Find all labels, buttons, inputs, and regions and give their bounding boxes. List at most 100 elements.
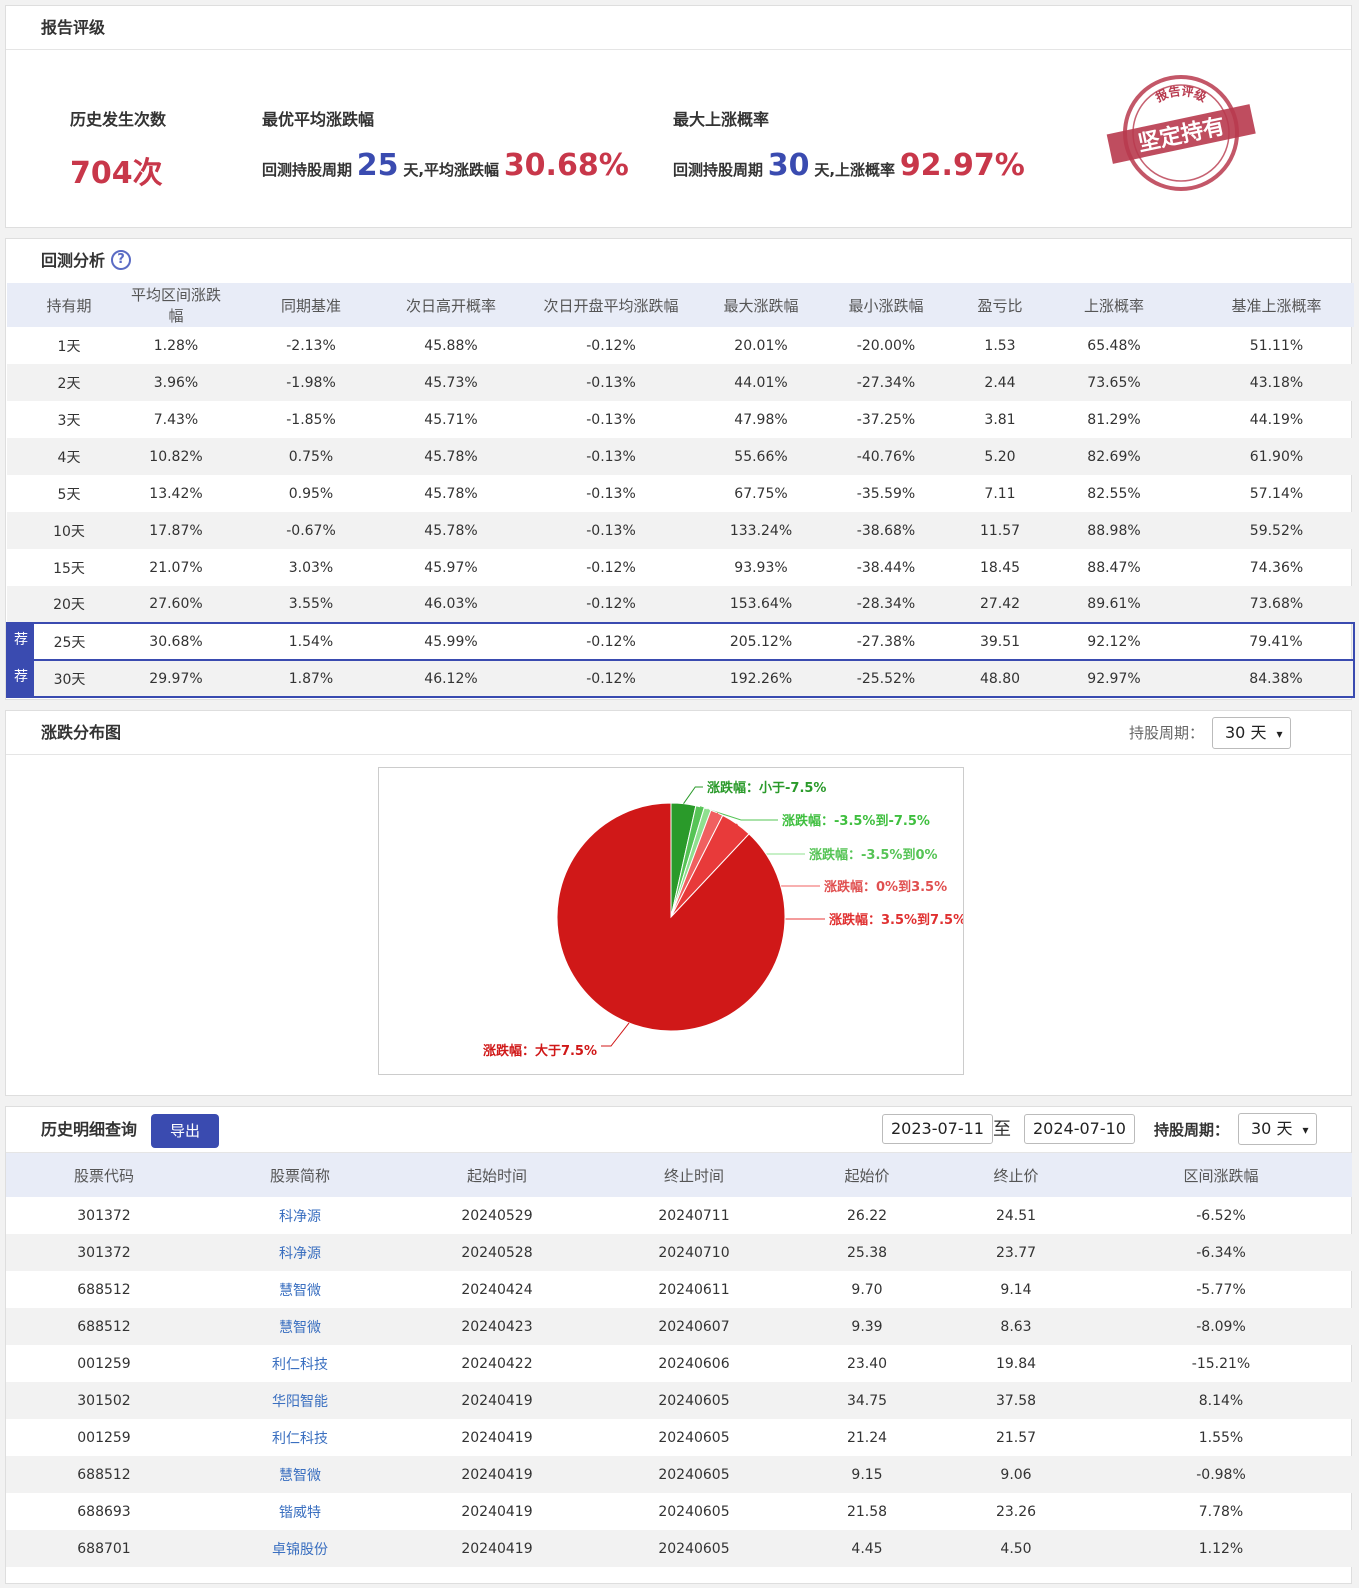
backtest-cell: 205.12% — [721, 622, 801, 661]
history-cell: 001259 — [77, 1355, 131, 1372]
backtest-period: 5天 — [57, 486, 81, 503]
backtest-header-cell: 上涨概率 — [1029, 283, 1199, 327]
history-header-cell: 股票简称 — [202, 1153, 398, 1197]
backtest-row: 3天 7.43% -1.85% 45.71% -0.13% 47.98% -37.25% 3.… — [7, 401, 1354, 438]
distribution-title: 涨跌分布图 — [41, 723, 122, 742]
history-period-select[interactable]: 30 天 ▾ — [1238, 1113, 1318, 1145]
best-avg-label: 最优平均涨跌幅 — [262, 110, 375, 129]
history-cell: -6.34% — [1090, 1234, 1352, 1271]
backtest-cell: -40.76% — [801, 438, 971, 475]
backtest-cell: 51.11% — [1249, 337, 1304, 354]
backtest-header-cell: 次日高开概率 — [401, 283, 501, 327]
backtest-cell: -0.12% — [586, 337, 636, 354]
stock-name-link[interactable]: 锴威特 — [279, 1504, 321, 1521]
backtest-cell: 88.47% — [1087, 559, 1141, 576]
chevron-down-icon: ▾ — [1276, 727, 1283, 741]
history-cell: 688701 — [6, 1530, 202, 1567]
best-avg-value: 30.68% — [503, 148, 629, 183]
backtest-cell: 10.82% — [131, 438, 221, 475]
backtest-cell: 92.12% — [1029, 622, 1199, 661]
backtest-cell: 45.71% — [424, 411, 478, 428]
stock-name-link[interactable]: 科净源 — [279, 1245, 321, 1262]
stock-name-link[interactable]: 华阳智能 — [272, 1393, 328, 1410]
stock-name-link[interactable]: 利仁科技 — [272, 1356, 328, 1373]
stock-name-link[interactable]: 慧智微 — [279, 1467, 321, 1484]
history-cell: 20240605 — [596, 1382, 792, 1419]
history-header: 历史明细查询 导出 2023-07-11 至 2024-07-10 持股周期： … — [6, 1107, 1351, 1153]
date-from-input[interactable]: 2023-07-11 — [882, 1114, 993, 1144]
best-avg-stat: 最优平均涨跌幅 回测持股周期 25 天,平均涨跌幅 30.68% — [262, 106, 629, 183]
backtest-cell: 30.68% — [131, 622, 221, 661]
stock-name-link[interactable]: 慧智微 — [279, 1319, 321, 1336]
distribution-period-value: 30 天 — [1225, 723, 1267, 742]
backtest-cell: 65.48% — [1087, 337, 1141, 354]
history-cell: 20240607 — [596, 1308, 792, 1345]
history-cell: 20240528 — [398, 1234, 596, 1271]
backtest-cell: 17.87% — [131, 512, 221, 549]
backtest-header-cell: 次日开盘平均涨跌幅 — [501, 283, 721, 327]
backtest-cell: 3.55% — [221, 586, 401, 623]
backtest-cell: 45.78% — [424, 485, 478, 502]
history-cell: 20240423 — [398, 1308, 596, 1345]
backtest-period: 2天 — [57, 375, 81, 392]
backtest-row: 荐 30天 29.97% 1.87% 46.12% -0.12% 192.26% -25.52… — [6, 659, 1355, 698]
history-cell: 20240422 — [461, 1355, 533, 1372]
history-cell: 688512 — [6, 1308, 202, 1345]
backtest-row: 荐 25天 30.68% 1.54% 45.99% -0.12% 205.12% -27.38… — [6, 622, 1355, 661]
history-cell: 21.58 — [846, 1503, 888, 1520]
history-cell: 7.78% — [1198, 1503, 1244, 1520]
history-header-cell: 终止价 — [942, 1153, 1090, 1197]
history-cell: 科净源 — [202, 1197, 398, 1234]
date-to-input[interactable]: 2024-07-10 — [1024, 1114, 1135, 1144]
history-cell: 8.63 — [942, 1308, 1090, 1345]
backtest-cell: 55.66% — [721, 438, 801, 475]
history-cell: -5.77% — [1196, 1281, 1246, 1298]
distribution-panel: 涨跌分布图 持股周期： 30 天 ▾ 涨跌幅：小于-7.5% 涨跌幅：-3.5%到-… — [5, 710, 1352, 1096]
pie-label: 涨跌幅：大于7.5% — [482, 1043, 597, 1059]
backtest-cell: -0.67% — [221, 512, 401, 549]
history-table: 股票代码 股票简称 起始时间 终止时间 起始价 终止价 区间涨跌幅 301372 科净源 202… — [6, 1153, 1352, 1567]
backtest-cell: 45.88% — [424, 337, 478, 354]
backtest-cell: 45.73% — [401, 364, 501, 401]
backtest-cell: 67.75% — [734, 485, 788, 502]
backtest-cell: -2.13% — [286, 337, 336, 354]
backtest-period: 10天 — [53, 523, 85, 540]
backtest-period: 15天 — [53, 560, 85, 577]
svg-text:报告评级: 报告评级 — [1153, 83, 1209, 105]
backtest-cell: 45.78% — [401, 438, 501, 475]
history-row: 688512 慧智微 20240424 20240611 9.70 9.14 -5.77% — [6, 1271, 1352, 1308]
backtest-cell: -27.38% — [801, 622, 971, 661]
history-header-cell: 股票代码 — [6, 1153, 202, 1197]
backtest-cell: 0.95% — [288, 485, 334, 502]
backtest-cell: 1.53 — [984, 337, 1016, 354]
backtest-cell: 21.07% — [149, 559, 203, 576]
backtest-period: 25天 — [53, 634, 86, 651]
distribution-period-select[interactable]: 30 天 ▾ — [1212, 717, 1292, 749]
stock-name-link[interactable]: 慧智微 — [279, 1282, 321, 1299]
backtest-cell: 18.45 — [979, 559, 1021, 576]
stock-name-link[interactable]: 卓锦股份 — [272, 1541, 328, 1558]
stock-name-link[interactable]: 科净源 — [279, 1208, 321, 1225]
rating-panel: 报告评级 历史发生次数 704次 最优平均涨跌幅 回测持股周期 25 天,平均涨… — [5, 5, 1352, 228]
history-cell: 20240529 — [461, 1207, 533, 1224]
backtest-title: 回测分析 — [41, 251, 106, 270]
history-cell: 华阳智能 — [202, 1382, 398, 1419]
max-up-value: 92.97% — [899, 148, 1025, 183]
pie-slice[interactable] — [556, 802, 786, 1032]
backtest-cell: -28.34% — [801, 586, 971, 623]
history-cell: 科净源 — [202, 1234, 398, 1271]
backtest-cell: 44.01% — [721, 364, 801, 401]
stock-name-link[interactable]: 利仁科技 — [272, 1430, 328, 1447]
backtest-header-cell: 基准上涨概率 — [1199, 283, 1354, 327]
backtest-cell: 82.69% — [1029, 438, 1199, 475]
backtest-cell: 46.12% — [401, 659, 501, 698]
backtest-cell: -0.13% — [501, 438, 721, 475]
backtest-cell: -1.85% — [286, 411, 336, 428]
backtest-cell: 3.96% — [131, 364, 221, 401]
help-icon[interactable]: ? — [111, 249, 132, 270]
history-header-cell: 区间涨跌幅 — [1090, 1153, 1352, 1197]
backtest-cell: 89.61% — [1029, 586, 1199, 623]
export-button[interactable]: 导出 — [151, 1114, 219, 1148]
backtest-cell: 1.28% — [153, 337, 199, 354]
backtest-cell: 荐 25天 — [6, 622, 131, 661]
